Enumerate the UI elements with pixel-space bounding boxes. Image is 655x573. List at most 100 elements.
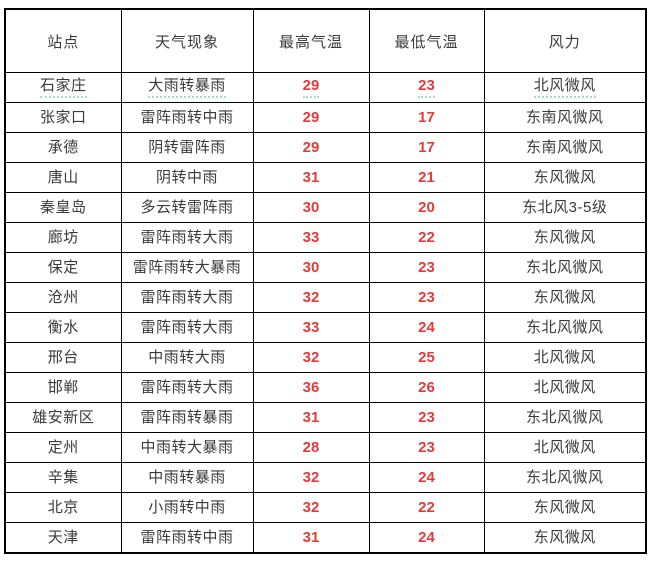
wind-cell: 东南风微风 [483, 102, 647, 133]
high-temp-cell: 32 [252, 342, 370, 373]
station-cell: 定州 [4, 432, 122, 463]
wind-cell: 东北风微风 [483, 402, 647, 433]
high-temp-cell: 29 [252, 102, 370, 133]
high-temp-cell: 29 [252, 132, 370, 163]
station-cell: 秦皇岛 [4, 192, 122, 223]
header-station: 站点 [4, 8, 122, 73]
wind-cell: 北风微风 [483, 72, 647, 103]
station-cell: 邯郸 [4, 372, 122, 403]
weather-cell: 中雨转暴雨 [120, 462, 254, 493]
low-temp-cell: 24 [368, 522, 485, 554]
table-row: 秦皇岛 多云转雷阵雨 30 20 东北风3-5级 [4, 192, 647, 223]
high-temp-value: 31 [302, 528, 320, 546]
station-label: 北京 [47, 498, 79, 516]
wind-label: 东北风微风 [525, 258, 604, 276]
table-row: 邯郸 雷阵雨转大雨 36 26 北风微风 [4, 372, 647, 403]
weather-label: 中雨转暴雨 [148, 468, 226, 486]
high-temp-value: 28 [302, 438, 320, 456]
weather-cell: 雷阵雨转大雨 [120, 282, 254, 313]
station-label: 邢台 [47, 348, 79, 366]
header-row: 站点 天气现象 最高气温 最低气温 风力 [4, 8, 647, 73]
station-cell: 衡水 [4, 312, 122, 343]
weather-label: 雷阵雨转中雨 [140, 528, 234, 546]
low-temp-cell: 21 [368, 162, 485, 193]
weather-cell: 阴转中雨 [120, 162, 254, 193]
high-temp-cell: 31 [252, 402, 370, 433]
weather-cell: 中雨转大暴雨 [120, 432, 254, 463]
low-temp-value: 23 [418, 258, 435, 276]
station-label: 承德 [47, 138, 79, 156]
low-temp-value: 21 [418, 168, 435, 186]
station-label: 定州 [47, 438, 79, 456]
high-temp-cell: 33 [252, 222, 370, 253]
low-temp-value: 26 [418, 378, 435, 396]
wind-cell: 北风微风 [483, 372, 647, 403]
low-temp-value: 17 [418, 108, 435, 126]
station-cell: 保定 [4, 252, 122, 283]
weather-label: 雷阵雨转大雨 [140, 288, 234, 306]
weather-cell: 多云转雷阵雨 [120, 192, 254, 223]
table-row: 天津 雷阵雨转中雨 31 24 东风微风 [4, 522, 647, 554]
weather-cell: 雷阵雨转大暴雨 [120, 252, 254, 283]
wind-label: 东北风微风 [525, 408, 604, 426]
high-temp-value: 31 [302, 408, 320, 426]
table-row: 雄安新区 雷阵雨转暴雨 31 23 东北风微风 [4, 402, 647, 433]
wind-label: 北风微风 [533, 438, 596, 456]
header-weather: 天气现象 [120, 8, 254, 73]
station-label: 雄安新区 [32, 408, 95, 426]
low-temp-value: 22 [418, 498, 435, 516]
low-temp-cell: 20 [368, 192, 485, 223]
low-temp-cell: 22 [368, 492, 485, 523]
station-label: 邯郸 [47, 378, 79, 396]
weather-label: 雷阵雨转暴雨 [140, 408, 234, 426]
low-temp-value: 23 [418, 77, 435, 98]
table-row: 承德 阴转雷阵雨 29 17 东南风微风 [4, 132, 647, 163]
low-temp-cell: 23 [368, 252, 485, 283]
low-temp-cell: 22 [368, 222, 485, 253]
high-temp-value: 33 [302, 318, 320, 336]
high-temp-value: 29 [302, 77, 320, 98]
low-temp-cell: 23 [368, 72, 485, 103]
table-row: 保定 雷阵雨转大暴雨 30 23 东北风微风 [4, 252, 647, 283]
wind-cell: 东风微风 [483, 492, 647, 523]
wind-label: 东风微风 [533, 168, 596, 186]
table-row: 邢台 中雨转大雨 32 25 北风微风 [4, 342, 647, 373]
weather-cell: 小雨转中雨 [120, 492, 254, 523]
wind-label: 东南风微风 [525, 138, 604, 156]
wind-cell: 东风微风 [483, 282, 647, 313]
weather-cell: 阴转雷阵雨 [120, 132, 254, 163]
weather-cell: 雷阵雨转大雨 [120, 222, 254, 253]
low-temp-cell: 24 [368, 312, 485, 343]
weather-label: 雷阵雨转大暴雨 [132, 258, 242, 276]
weather-label: 多云转雷阵雨 [140, 198, 234, 216]
high-temp-cell: 30 [252, 192, 370, 223]
high-temp-value: 29 [302, 138, 320, 156]
station-label: 衡水 [47, 318, 79, 336]
header-low-temp: 最低气温 [368, 8, 485, 73]
table-row: 廊坊 雷阵雨转大雨 33 22 东风微风 [4, 222, 647, 253]
station-cell: 辛集 [4, 462, 122, 493]
wind-label: 东风微风 [533, 288, 596, 306]
weather-label: 阴转中雨 [155, 168, 218, 186]
station-cell: 廊坊 [4, 222, 122, 253]
weather-cell: 雷阵雨转中雨 [120, 102, 254, 133]
station-label: 辛集 [47, 468, 79, 486]
wind-label: 东北风微风 [525, 468, 604, 486]
wind-cell: 北风微风 [483, 342, 647, 373]
station-cell: 石家庄 [4, 72, 122, 103]
high-temp-value: 32 [302, 468, 320, 486]
low-temp-cell: 23 [368, 432, 485, 463]
wind-label: 北风微风 [533, 77, 596, 98]
weather-cell: 大雨转暴雨 [120, 72, 254, 103]
wind-cell: 东风微风 [483, 522, 647, 554]
high-temp-cell: 30 [252, 252, 370, 283]
wind-label: 东风微风 [533, 528, 596, 546]
weather-label: 雷阵雨转大雨 [140, 318, 234, 336]
low-temp-cell: 24 [368, 462, 485, 493]
weather-label: 大雨转暴雨 [148, 77, 226, 98]
low-temp-value: 20 [418, 198, 435, 216]
wind-label: 东南风微风 [525, 108, 604, 126]
low-temp-cell: 23 [368, 402, 485, 433]
station-cell: 天津 [4, 522, 122, 554]
